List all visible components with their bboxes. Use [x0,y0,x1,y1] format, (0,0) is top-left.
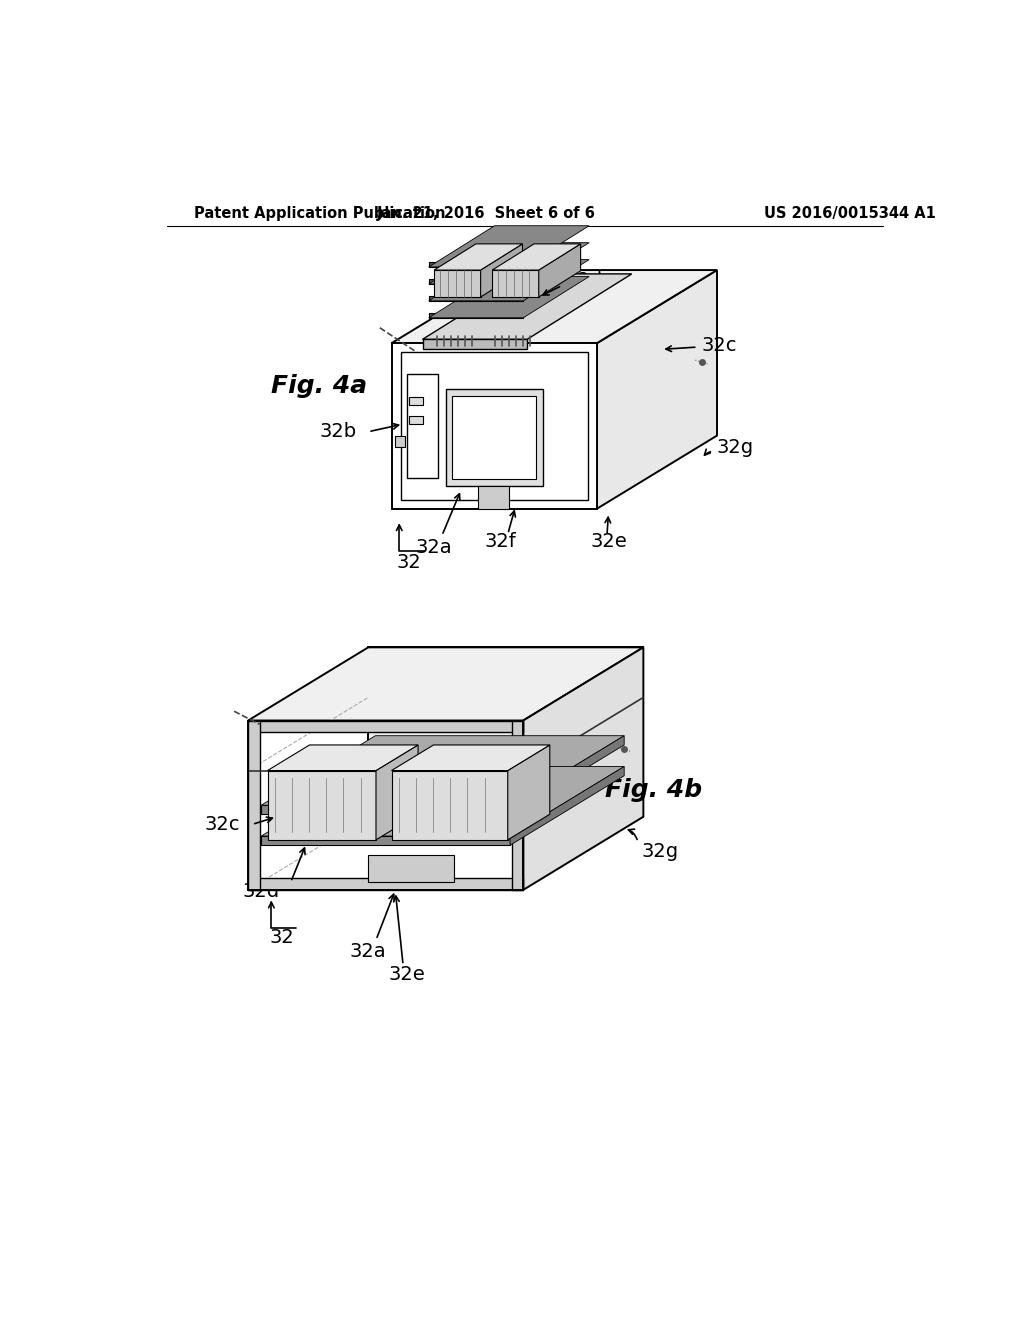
Text: Jan. 21, 2016  Sheet 6 of 6: Jan. 21, 2016 Sheet 6 of 6 [377,206,596,222]
Polygon shape [478,486,509,508]
Polygon shape [400,352,588,499]
Polygon shape [261,805,510,814]
Text: 32c: 32c [701,337,737,355]
Polygon shape [261,735,625,805]
Polygon shape [493,244,581,271]
Polygon shape [369,647,643,817]
Polygon shape [523,647,643,890]
Polygon shape [429,263,523,267]
Polygon shape [248,878,523,890]
Text: 32: 32 [397,553,422,572]
Polygon shape [410,416,423,424]
Polygon shape [429,296,523,301]
Polygon shape [261,836,510,845]
Polygon shape [429,260,589,301]
Polygon shape [510,735,625,814]
Text: 32a: 32a [350,942,387,961]
Text: 32d: 32d [242,882,280,902]
Polygon shape [391,343,597,508]
Polygon shape [434,244,522,271]
Text: 32f: 32f [484,532,516,552]
Polygon shape [429,313,523,318]
Text: Fig. 4a: Fig. 4a [271,374,368,397]
Polygon shape [423,275,632,339]
Text: 32e: 32e [590,532,627,552]
Text: 32g: 32g [642,842,679,861]
Polygon shape [261,767,625,836]
Text: 32d: 32d [566,271,603,289]
Polygon shape [410,397,423,405]
Text: 32e: 32e [389,965,425,985]
Polygon shape [391,771,508,840]
Text: 32: 32 [269,928,294,948]
Polygon shape [267,744,418,771]
Polygon shape [429,277,589,318]
Text: Fig. 4b: Fig. 4b [604,777,701,801]
Polygon shape [423,339,527,348]
Polygon shape [539,244,581,297]
Polygon shape [376,744,418,840]
Polygon shape [391,271,717,343]
Text: 32g: 32g [717,438,754,457]
Polygon shape [248,721,523,733]
Polygon shape [429,280,523,284]
Polygon shape [434,271,480,297]
Text: 32b: 32b [319,422,356,441]
Polygon shape [248,721,260,890]
Polygon shape [597,271,717,508]
Text: Patent Application Publication: Patent Application Publication [194,206,445,222]
Polygon shape [429,226,589,267]
Polygon shape [493,271,539,297]
Polygon shape [369,855,454,882]
Polygon shape [429,243,589,284]
Polygon shape [480,244,522,297]
Polygon shape [510,767,625,845]
Text: 32c: 32c [205,814,241,834]
Polygon shape [512,721,523,890]
Polygon shape [445,389,543,486]
Text: US 2016/0015344 A1: US 2016/0015344 A1 [764,206,935,222]
Polygon shape [395,436,404,447]
Polygon shape [267,771,376,840]
Polygon shape [407,374,438,478]
Polygon shape [248,647,643,721]
Polygon shape [391,744,550,771]
Polygon shape [452,396,537,479]
Text: 32a: 32a [416,537,453,557]
Polygon shape [508,744,550,840]
